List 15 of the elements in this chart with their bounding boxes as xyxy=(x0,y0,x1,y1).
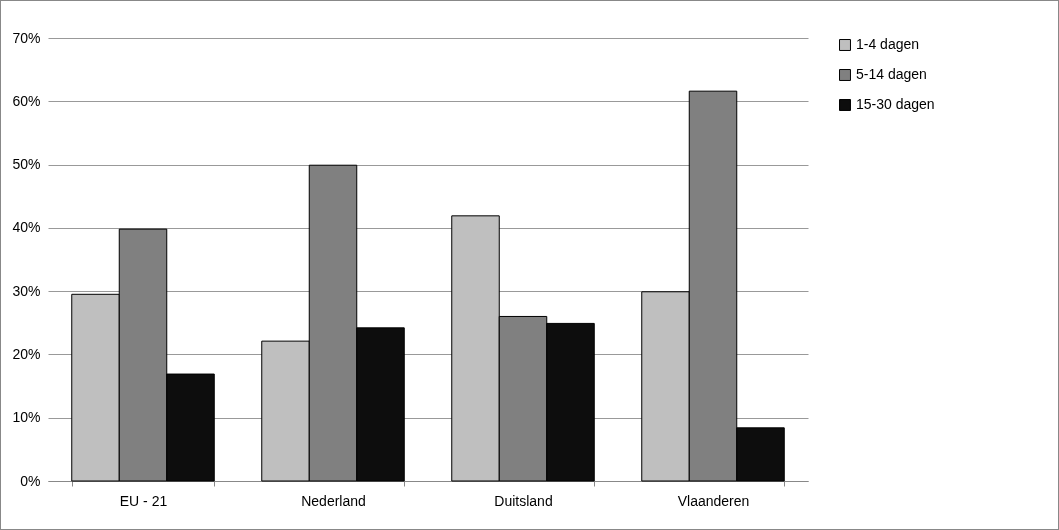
x-tick-label: EU - 21 xyxy=(119,492,168,509)
legend-label: 1-4 dagen xyxy=(856,36,920,52)
y-tick-label: 70% xyxy=(12,29,41,46)
x-tick-label: Duitsland xyxy=(494,492,553,509)
x-tick-label: Nederland xyxy=(301,492,366,509)
y-tick-label: 0% xyxy=(20,472,41,489)
y-tick-label: 40% xyxy=(12,219,41,236)
x-tick-label: Vlaanderen xyxy=(677,492,750,509)
y-tick-label: 50% xyxy=(12,156,41,173)
y-tick-label: 20% xyxy=(12,345,41,362)
y-tick-label: 30% xyxy=(12,282,41,299)
y-tick-label: 10% xyxy=(12,409,41,426)
legend-label: 15-30 dagen xyxy=(856,96,935,112)
legend-label: 5-14 dagen xyxy=(856,66,927,82)
y-tick-label: 60% xyxy=(12,92,41,109)
